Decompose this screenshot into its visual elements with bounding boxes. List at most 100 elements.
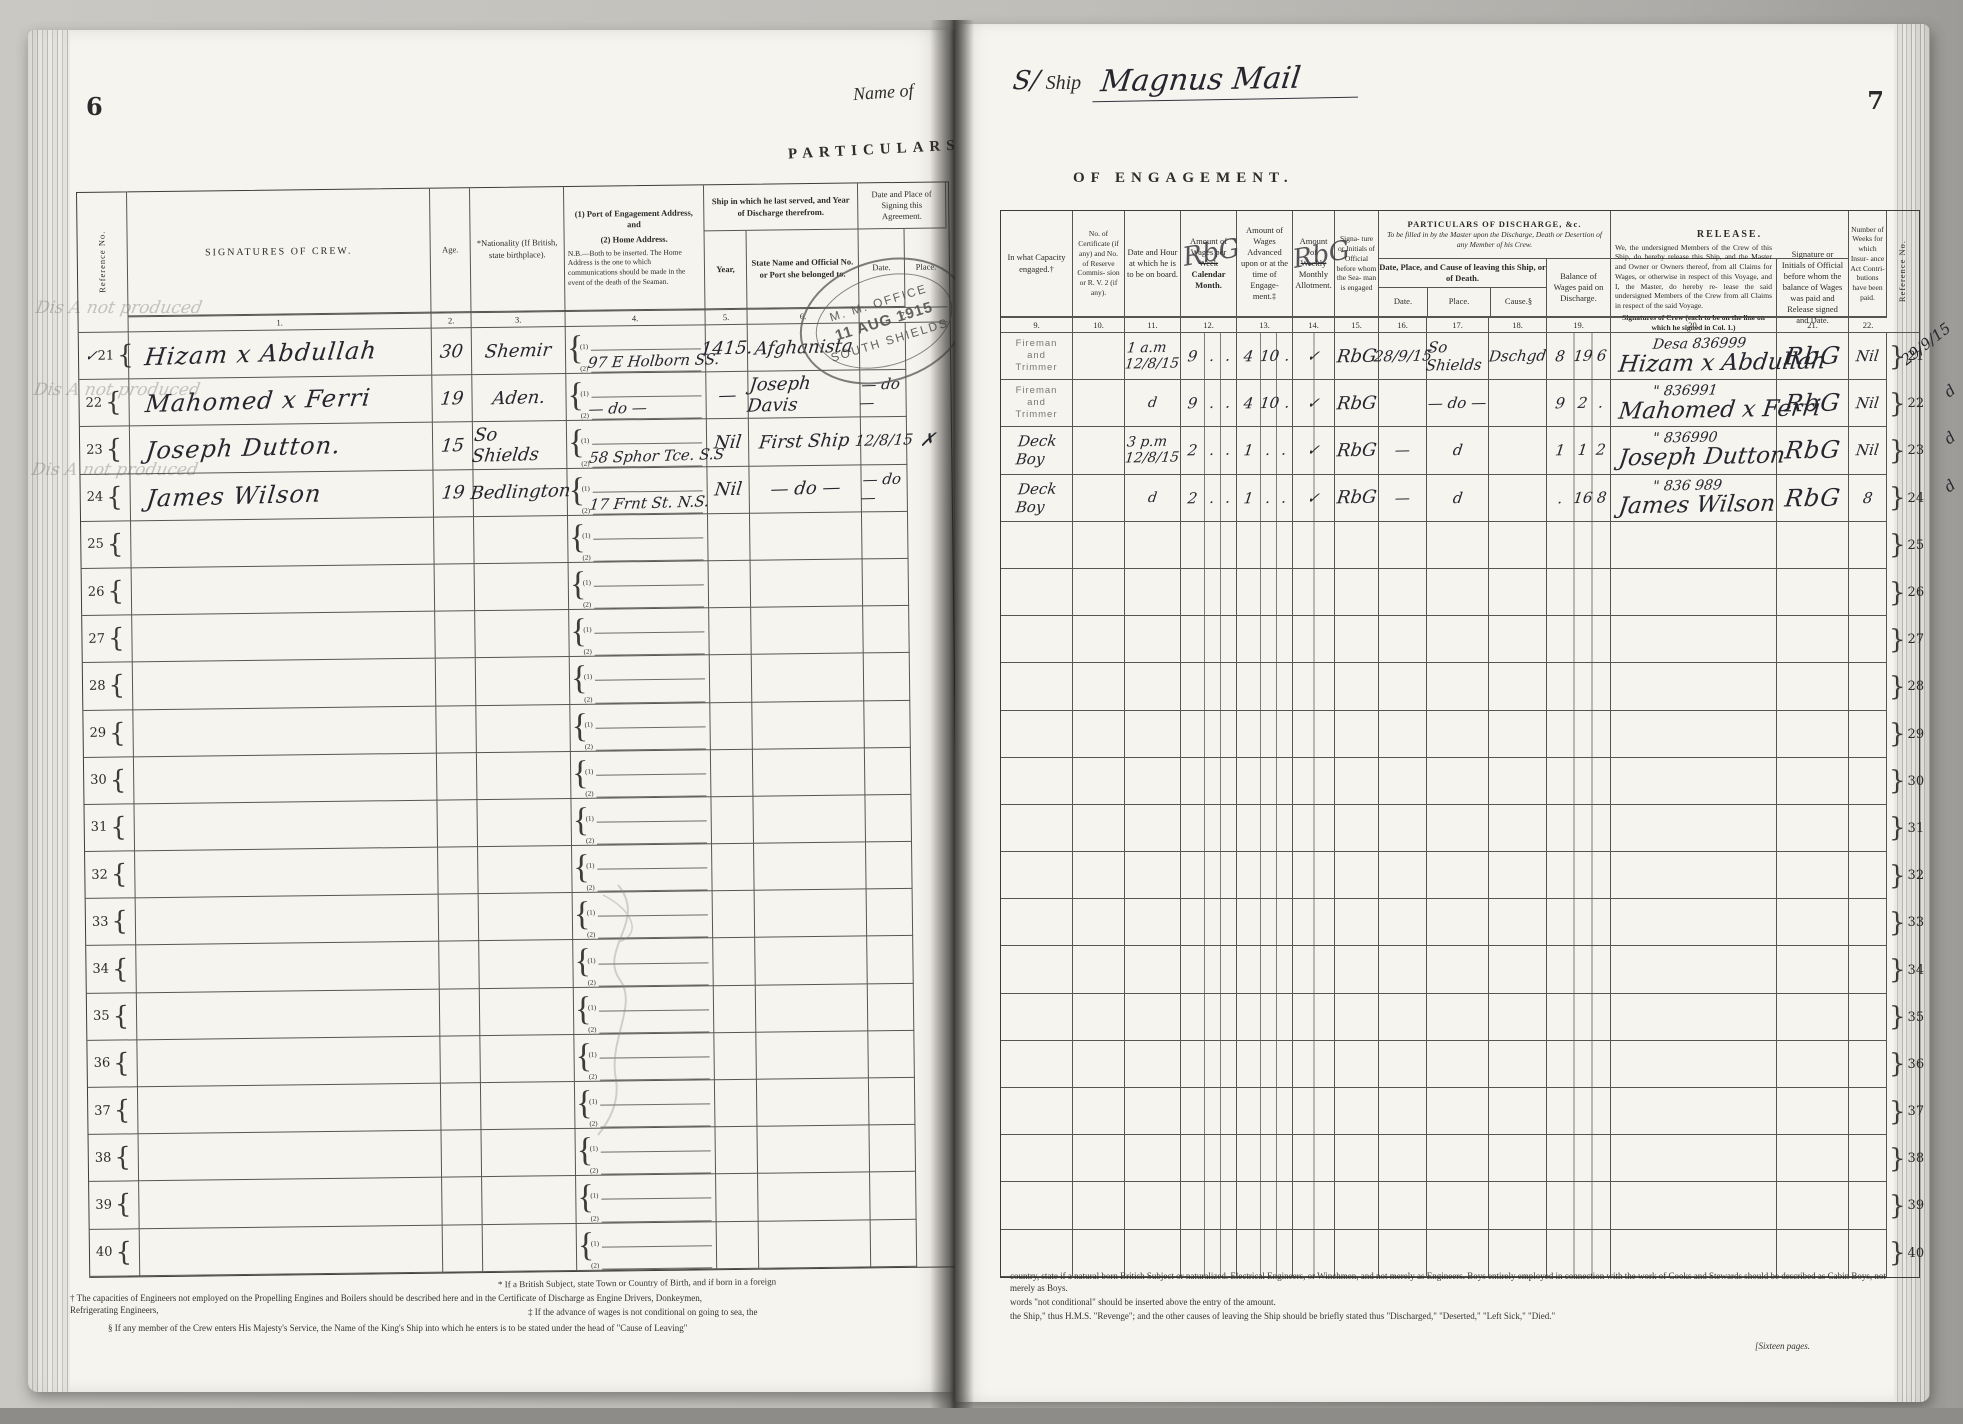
- row-brace: {: [113, 1048, 130, 1079]
- year-cell: [714, 1079, 758, 1128]
- capacity-cell: [1001, 1182, 1073, 1230]
- address-line-1: (1): [590, 1177, 712, 1200]
- signature-cell: [132, 658, 437, 710]
- last-ship-cell: [751, 606, 864, 656]
- row-ref-cell: 36{: [87, 1040, 138, 1088]
- capacity-cell: [1001, 804, 1073, 853]
- weeks-cell: [1849, 1229, 1887, 1277]
- balance-cell: [1547, 804, 1611, 853]
- advanced-cell: [1237, 899, 1293, 947]
- discharge-date-cell: [1379, 993, 1427, 1041]
- crew-nationality: Bedlington: [469, 480, 572, 505]
- capacity-cell: [1001, 757, 1073, 805]
- right-ref-number: 23: [1907, 443, 1925, 459]
- allot-header-text2: Monthly Allotment.: [1295, 269, 1332, 291]
- last-ship-year: —: [716, 384, 738, 407]
- age-cell: [435, 658, 477, 707]
- engagement-row: } 37: [1001, 1088, 1924, 1136]
- signing-date-cell: [865, 794, 913, 843]
- signing-date-cell: [870, 1219, 918, 1268]
- weeks-cell: [1849, 1088, 1887, 1136]
- allotment-cell: [1293, 521, 1335, 569]
- wages-value: [1181, 686, 1236, 687]
- balance-value: [1547, 544, 1610, 545]
- discharge-cause-cell: [1489, 1088, 1547, 1136]
- year-cell: [712, 891, 756, 939]
- weeks-cell: [1849, 663, 1887, 711]
- crew-row: 40{ (1) (2): [89, 1219, 962, 1277]
- last-ship-name: — do —: [769, 477, 842, 501]
- left-table-rows: ✓21{ Hizam x Abdullah 30 Shemir (1) (2)9…: [78, 322, 962, 1277]
- address-line-1: (1): [581, 422, 703, 445]
- release-cell: [1611, 1040, 1777, 1088]
- official21-cell: [1777, 1135, 1849, 1183]
- engagement-row: Fireman and Trimmer d 9.. 4 10. ✓ RbG — d…: [1001, 380, 1960, 428]
- balance-cell: [1547, 1182, 1611, 1230]
- age-cell: [442, 1177, 483, 1226]
- age-cell: [436, 752, 478, 801]
- row-brace: {: [107, 576, 125, 607]
- certificate-cell: [1073, 568, 1125, 617]
- address-rule-2: [602, 1267, 713, 1270]
- right-footnote-1: country, state if a natural born British…: [1010, 1271, 1886, 1294]
- engagement-row: Deck Boy 3 p.m 12/8/15 2.. 1.. ✓ RbG — d…: [1001, 427, 1960, 475]
- weeks-value: Nil: [1854, 346, 1880, 366]
- row-ref-number: 38: [94, 1150, 112, 1166]
- balance-value: [1547, 686, 1610, 687]
- last-ship-cell: [758, 1219, 872, 1269]
- official21-col-header: Signature or Initials of Official before…: [1777, 249, 1849, 325]
- official15-cell: RbG: [1335, 474, 1379, 522]
- address-cell: (1) (2): [571, 797, 713, 847]
- right-ref-cell: } 38: [1887, 1135, 1924, 1182]
- capacity-cell: [1001, 710, 1073, 758]
- right-row-brace: }: [1889, 1096, 1906, 1127]
- release-text: We, the undersigned Members of the Crew …: [1615, 242, 1772, 311]
- certificate-cell: [1073, 899, 1125, 947]
- discharge-date-cell: [1379, 1182, 1427, 1230]
- balance-cell: 8 19 6: [1547, 333, 1611, 381]
- age-cell: 15: [432, 422, 474, 471]
- capacity-cell: [1001, 1088, 1073, 1136]
- advanced-value: [1237, 969, 1292, 970]
- weeks-cell: [1849, 568, 1887, 617]
- allotment-cell: [1293, 757, 1335, 805]
- signing-date-cell: [867, 936, 914, 985]
- discharge-cause-cell: [1489, 899, 1547, 947]
- certificate-cell: [1073, 333, 1125, 381]
- engagement-row: } 40: [1001, 1229, 1924, 1277]
- row-ref-cell: 33{: [85, 898, 137, 947]
- wages-cell: [1181, 1040, 1237, 1088]
- signing-date-cell: [868, 1030, 915, 1079]
- official21-cell: [1777, 946, 1849, 994]
- year-cell: [708, 560, 752, 609]
- allotment-cell: [1293, 1088, 1335, 1136]
- wages-cell: [1181, 568, 1237, 617]
- advanced-cell: [1237, 993, 1293, 1041]
- nationality-cell: Aden.: [472, 374, 567, 423]
- advanced-cell: [1237, 1229, 1293, 1277]
- signature-cell: [136, 989, 441, 1041]
- age-cell: [442, 1224, 484, 1273]
- right-row-brace: }: [1889, 483, 1906, 514]
- right-row-brace: }: [1889, 530, 1906, 561]
- right-ref-cell: } 24 d: [1887, 475, 1960, 522]
- right-footnote-2: words "not conditional" should be insert…: [1010, 1297, 1276, 1307]
- row-brace: {: [105, 434, 123, 466]
- official15-cell: [1335, 710, 1379, 758]
- official21-cell: [1777, 852, 1849, 900]
- address-num-1: (1): [583, 673, 593, 682]
- engagement-row: } 30: [1001, 757, 1924, 805]
- right-row-brace: }: [1889, 860, 1906, 891]
- discharge-place-cell: [1427, 568, 1489, 617]
- last-ship-cell: [754, 889, 868, 939]
- nationality-cell: So Shields: [471, 421, 568, 470]
- right-table: In what Capacity engaged.† No. of Certif…: [1000, 210, 1960, 1278]
- capacity-cell: [1001, 616, 1073, 664]
- date-hour-value: d: [1147, 395, 1158, 412]
- signing-date-cell: [864, 747, 912, 796]
- release-signature: James Wilson: [1617, 490, 1777, 519]
- footnote-ddagger: ‡ If the advance of wages is not conditi…: [528, 1307, 758, 1317]
- advanced-cell: [1237, 663, 1293, 711]
- wages-cell: [1181, 521, 1237, 569]
- advanced-value: 4 10.: [1242, 346, 1291, 366]
